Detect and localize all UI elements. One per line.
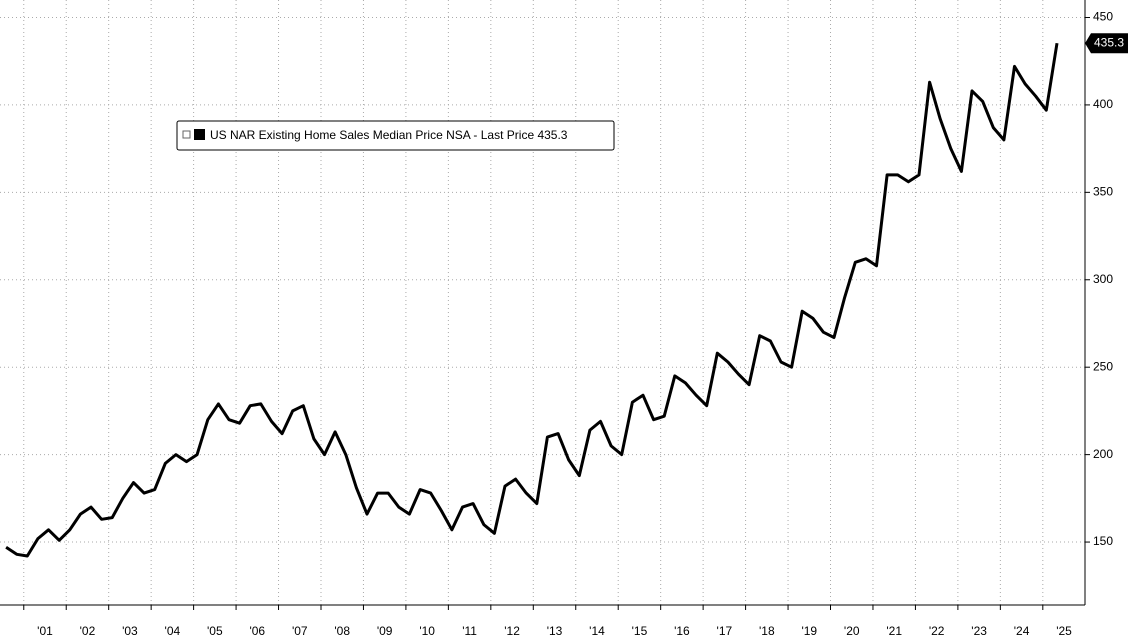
x-tick-label: '21: [886, 624, 902, 638]
x-tick-label: '12: [504, 624, 520, 638]
y-tick-label: 450: [1093, 10, 1113, 24]
line: [5, 42, 1059, 558]
last-price-label: 435.3: [1094, 35, 1124, 49]
x-tick-label: '15: [632, 624, 648, 638]
x-tick-label: '17: [717, 624, 733, 638]
legend-label: US NAR Existing Home Sales Median Price …: [210, 128, 568, 142]
y-tick-label: 200: [1093, 447, 1113, 461]
x-tick-label: '13: [547, 624, 563, 638]
x-tick-label: '23: [971, 624, 987, 638]
y-tick-label: 300: [1093, 272, 1113, 286]
x-tick-label: '20: [844, 624, 860, 638]
x-tick-label: '09: [377, 624, 393, 638]
x-tick-label: '02: [80, 624, 96, 638]
y-tick-label: 150: [1093, 534, 1113, 548]
x-tick-label: '14: [589, 624, 605, 638]
x-tick-label: '04: [165, 624, 181, 638]
legend-box: [176, 120, 615, 151]
y-tick-label: 350: [1093, 185, 1113, 199]
x-tick-label: '18: [759, 624, 775, 638]
last-price-tag: [1085, 33, 1128, 54]
x-tick-label: '08: [334, 624, 350, 638]
x-tick-label: '24: [1014, 624, 1030, 638]
x-tick-label: '19: [801, 624, 817, 638]
x-tick-label: '11: [462, 624, 477, 638]
x-tick-label: '22: [929, 624, 945, 638]
x-tick-label: '07: [292, 624, 308, 638]
x-tick-label: '05: [207, 624, 223, 638]
x-tick-label: '25: [1056, 624, 1072, 638]
x-tick-label: '16: [674, 624, 690, 638]
legend-toggle: [182, 130, 191, 139]
y-tick-label: 250: [1093, 359, 1113, 373]
x-tick-label: '03: [122, 624, 138, 638]
x-tick-label: '10: [419, 624, 435, 638]
x-tick-label: '01: [37, 624, 53, 638]
legend-swatch: [194, 129, 205, 140]
y-tick-label: 400: [1093, 97, 1113, 111]
x-tick-label: '06: [249, 624, 265, 638]
